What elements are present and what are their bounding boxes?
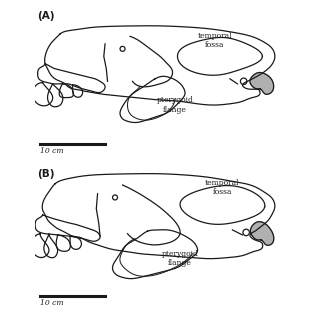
Polygon shape	[45, 26, 275, 105]
Text: pterygoid
flange: pterygoid flange	[162, 250, 198, 267]
Polygon shape	[250, 73, 274, 94]
Polygon shape	[251, 222, 274, 245]
Text: pterygoid
flange: pterygoid flange	[156, 96, 193, 114]
Polygon shape	[120, 76, 185, 123]
Text: 10 cm: 10 cm	[40, 299, 64, 307]
Text: 10 cm: 10 cm	[40, 147, 64, 155]
Polygon shape	[113, 230, 197, 279]
Text: (B): (B)	[38, 169, 55, 179]
Text: temporal
fossa: temporal fossa	[198, 31, 232, 49]
Text: temporal
fossa: temporal fossa	[205, 179, 240, 196]
Text: (A): (A)	[38, 12, 55, 21]
Polygon shape	[42, 174, 275, 259]
